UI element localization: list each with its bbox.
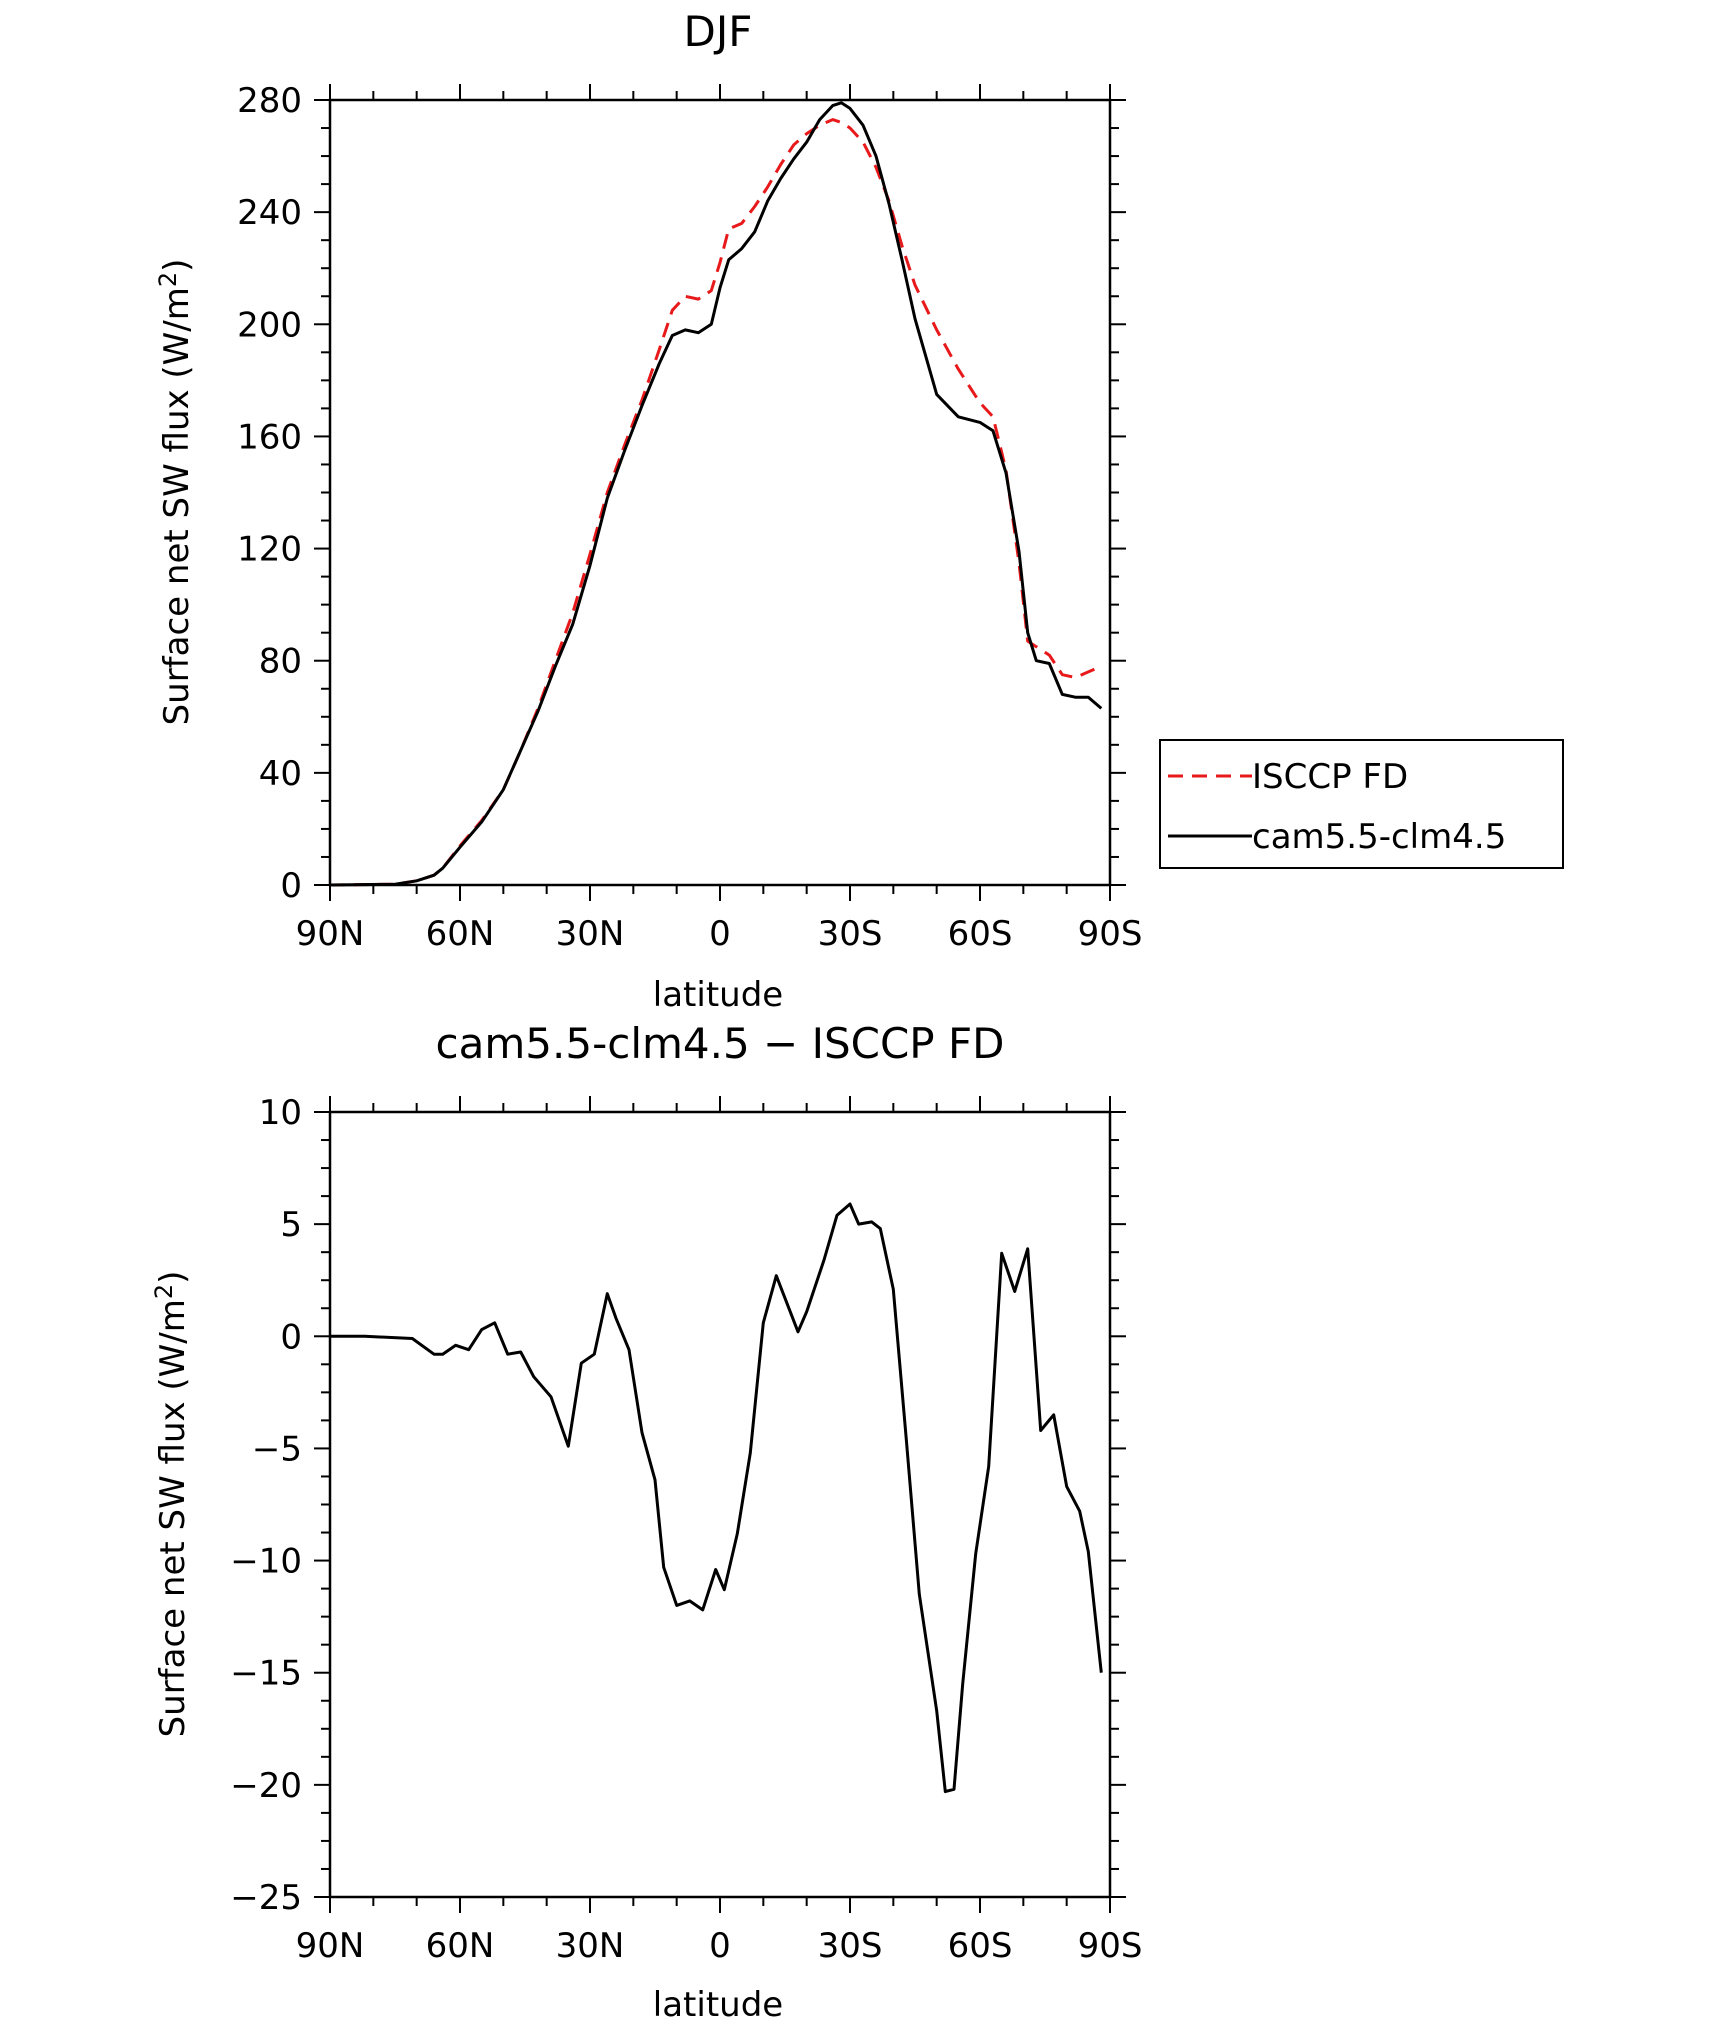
x-tick-label: 90S bbox=[1078, 1926, 1143, 1966]
y-tick-label: 5 bbox=[280, 1205, 302, 1245]
y-tick-label: 40 bbox=[259, 754, 302, 794]
legend: ISCCP FD cam5.5-clm4.5 bbox=[1159, 739, 1564, 869]
y-tick-label: 200 bbox=[237, 305, 302, 345]
x-tick-label: 30S bbox=[818, 1926, 883, 1966]
y-tick-label: 280 bbox=[237, 81, 302, 121]
x-tick-label: 90S bbox=[1078, 914, 1143, 954]
y-tick-label: 80 bbox=[259, 642, 302, 682]
bottom-chart-frame bbox=[328, 1110, 1112, 1899]
y-tick-label: −15 bbox=[230, 1654, 302, 1694]
y-tick-label: −5 bbox=[252, 1429, 302, 1469]
x-tick-label: 90N bbox=[296, 914, 365, 954]
y-tick-label: 10 bbox=[259, 1093, 302, 1133]
series-line-difference bbox=[330, 1202, 1103, 1794]
x-tick-label: 30N bbox=[556, 914, 625, 954]
x-tick-label: 0 bbox=[709, 914, 731, 954]
x-tick-label: 60N bbox=[426, 914, 495, 954]
x-tick-label: 60N bbox=[426, 1926, 495, 1966]
y-tick-label: −20 bbox=[230, 1766, 302, 1806]
x-tick-label: 60S bbox=[948, 1926, 1013, 1966]
bottom-chart-panel: cam5.5-clm4.5 − ISCCP FD 90N 60N 30N 0 30S 60… bbox=[150, 1019, 1142, 2021]
y-tick-label: −25 bbox=[230, 1878, 302, 1918]
y-tick-label: 0 bbox=[280, 866, 302, 906]
y-tick-label: −10 bbox=[230, 1542, 302, 1582]
y-tick-label: 160 bbox=[237, 417, 302, 457]
top-chart-tick-labels: 90N 60N 30N 0 30S 60S 90S 0 40 80 120 160 200 240 280 bbox=[237, 81, 1142, 954]
bottom-chart-y-axis-label: Surface net SW flux (W/m2) bbox=[150, 1271, 193, 1738]
x-tick-label: 0 bbox=[709, 1926, 731, 1966]
y-tick-label: 120 bbox=[237, 530, 302, 570]
x-tick-label: 90N bbox=[296, 1926, 365, 1966]
series-line-cam5-5-clm4-5 bbox=[329, 101, 1103, 887]
bottom-chart-tick-labels: 90N 60N 30N 0 30S 60S 90S −25 −20 −15 −10 −5 0 5 10 bbox=[230, 1093, 1142, 1966]
x-tick-label: 30S bbox=[818, 914, 883, 954]
x-tick-label: 30N bbox=[556, 1926, 625, 1966]
bottom-chart-ticks bbox=[314, 1096, 1126, 1913]
top-chart-ticks bbox=[314, 84, 1126, 901]
top-chart-series bbox=[329, 101, 1103, 887]
y-tick-label: 0 bbox=[280, 1317, 302, 1357]
series-line-isccp-fd bbox=[329, 118, 1102, 887]
x-tick-label: 60S bbox=[948, 914, 1013, 954]
bottom-chart-title: cam5.5-clm4.5 − ISCCP FD bbox=[436, 1019, 1005, 1068]
top-chart-x-axis-label: latitude bbox=[653, 975, 783, 1015]
y-tick-label: 240 bbox=[237, 193, 302, 233]
legend-item-cam: cam5.5-clm4.5 bbox=[1168, 817, 1506, 857]
bottom-chart-series bbox=[330, 1202, 1103, 1794]
legend-box bbox=[1159, 739, 1564, 869]
top-chart-y-axis-label: Surface net SW flux (W/m2) bbox=[154, 259, 197, 726]
legend-label-cam: cam5.5-clm4.5 bbox=[1252, 817, 1506, 857]
bottom-chart-x-axis-label: latitude bbox=[653, 1985, 783, 2021]
legend-item-isccp: ISCCP FD bbox=[1168, 757, 1408, 797]
top-chart-frame bbox=[328, 98, 1112, 887]
legend-label-isccp: ISCCP FD bbox=[1252, 757, 1408, 797]
top-chart-title: DJF bbox=[684, 7, 753, 56]
top-chart-panel: DJF 90N 60N 30N 0 30S 60S 90S 0 40 80 120 160 200 240… bbox=[154, 7, 1564, 1015]
